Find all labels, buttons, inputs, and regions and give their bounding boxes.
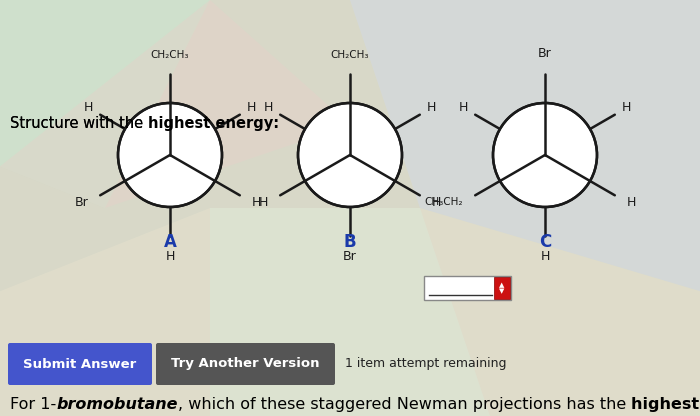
Text: H: H bbox=[458, 101, 468, 114]
FancyBboxPatch shape bbox=[156, 343, 335, 385]
Text: For 1-: For 1- bbox=[10, 397, 56, 412]
Polygon shape bbox=[350, 0, 700, 291]
Text: Structure with the: Structure with the bbox=[10, 116, 148, 131]
Circle shape bbox=[118, 103, 222, 207]
Text: Br: Br bbox=[343, 250, 357, 262]
FancyBboxPatch shape bbox=[8, 343, 152, 385]
Text: H: H bbox=[540, 250, 550, 262]
Text: H: H bbox=[247, 101, 257, 114]
Text: 1 item attempt remaining: 1 item attempt remaining bbox=[345, 357, 507, 371]
Text: H: H bbox=[432, 196, 441, 209]
Text: H: H bbox=[427, 101, 437, 114]
FancyBboxPatch shape bbox=[494, 277, 510, 299]
Text: H: H bbox=[259, 196, 268, 209]
FancyBboxPatch shape bbox=[424, 276, 511, 300]
Text: CH₂CH₃: CH₂CH₃ bbox=[330, 50, 370, 60]
Text: C: C bbox=[539, 233, 551, 251]
Text: bromobutane: bromobutane bbox=[56, 397, 178, 412]
Text: , which of these staggered Newman projections has the: , which of these staggered Newman projec… bbox=[178, 397, 631, 412]
Text: H: H bbox=[263, 101, 273, 114]
Text: H: H bbox=[627, 196, 636, 209]
Text: highest energy?: highest energy? bbox=[631, 397, 700, 412]
Text: Br: Br bbox=[74, 196, 88, 209]
Text: ▲: ▲ bbox=[499, 282, 505, 288]
Text: Structure with the: Structure with the bbox=[10, 116, 148, 131]
Circle shape bbox=[493, 103, 597, 207]
Text: CH₂CH₃: CH₂CH₃ bbox=[150, 50, 189, 60]
Text: H: H bbox=[165, 250, 175, 262]
Polygon shape bbox=[0, 0, 350, 208]
Text: A: A bbox=[164, 233, 176, 251]
Text: highest energy:: highest energy: bbox=[148, 116, 279, 131]
Text: Br: Br bbox=[538, 47, 552, 60]
Text: Submit Answer: Submit Answer bbox=[23, 357, 136, 371]
Text: H: H bbox=[252, 196, 261, 209]
Text: B: B bbox=[344, 233, 356, 251]
Text: H: H bbox=[83, 101, 93, 114]
Polygon shape bbox=[0, 0, 210, 208]
Polygon shape bbox=[210, 208, 490, 416]
Text: ▼: ▼ bbox=[499, 288, 505, 294]
Text: Try Another Version: Try Another Version bbox=[172, 357, 320, 371]
Circle shape bbox=[298, 103, 402, 207]
Text: CH₃CH₂: CH₃CH₂ bbox=[425, 197, 463, 207]
Polygon shape bbox=[0, 208, 700, 416]
Text: H: H bbox=[622, 101, 631, 114]
